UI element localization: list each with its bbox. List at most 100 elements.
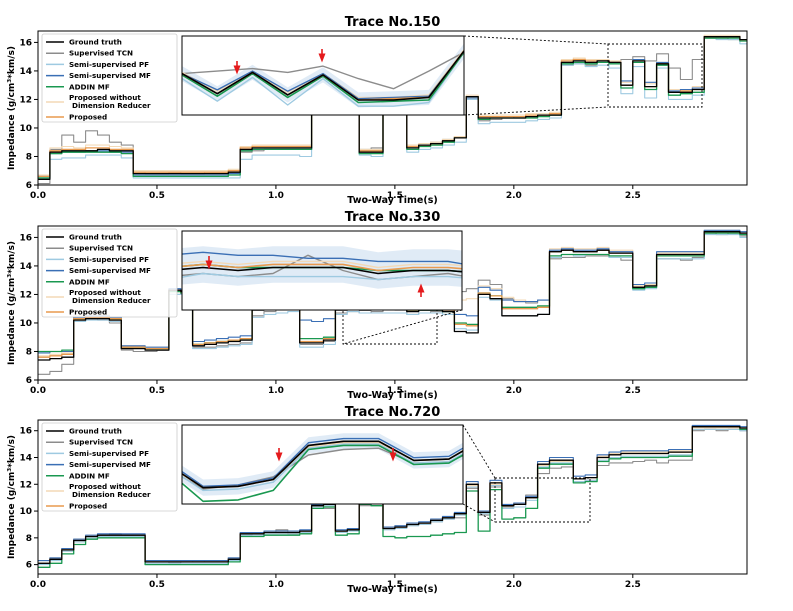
x-axis-label: Two-Way Time(s)	[347, 584, 437, 595]
legend: Ground truth Supervised TCN Semi-supervise…	[41, 228, 178, 318]
chart-title: Trace No.720	[345, 405, 441, 420]
x-tick-label: 2.0	[506, 191, 522, 201]
y-axis-label: Impedance (g/cm³*km/s)	[7, 46, 17, 170]
legend-label: Semi-supervised PF	[69, 449, 149, 458]
y-tick-label: 8	[26, 534, 32, 544]
series-line-ground-truth	[38, 426, 747, 564]
y-tick-label: 14	[19, 67, 32, 77]
series-line-semi-supervised-pf	[38, 37, 747, 179]
legend-label: ADDIN MF	[69, 471, 110, 480]
y-tick-label: 10	[19, 507, 32, 517]
zoom-connector	[463, 35, 609, 45]
legend-box	[41, 422, 178, 512]
red-arrow-head	[318, 53, 326, 63]
inset-lines	[182, 246, 462, 289]
legend-label: ADDIN MF	[69, 82, 110, 91]
inset-lines	[182, 43, 464, 108]
x-tick-label: 0.5	[149, 191, 165, 201]
y-tick-label: 8	[26, 152, 32, 162]
series-line-addin-mf	[38, 426, 747, 568]
y-axis-label: Impedance (g/cm³*km/s)	[7, 435, 17, 559]
chart-panel-2: Trace No.330 0.0 0.5 1.0 1.5 2.0 2.5 6 8 10 12 14 16…	[7, 210, 748, 401]
legend-label: Proposed without Dimension Reducer	[69, 93, 151, 110]
legend-label: Supervised TCN	[69, 49, 133, 58]
x-tick-label: 2.5	[625, 580, 641, 590]
plot-frame	[37, 225, 748, 381]
legend-label: Proposed without Dimension Reducer	[69, 482, 151, 499]
legend-label: Supervised TCN	[69, 244, 133, 253]
inset-frame	[181, 230, 463, 311]
inset-line-supervised-tcn	[182, 51, 464, 90]
inset-line-semi-supervised-mf	[182, 50, 464, 100]
x-tick-label: 2.5	[625, 191, 641, 201]
x-tick-label: 1.5	[387, 386, 403, 396]
inset-line-semi-supervised-pf	[182, 51, 464, 107]
x-tick-label: 0.5	[149, 386, 165, 396]
inset-line-semi-supervised-pf	[182, 272, 462, 281]
zoom-connector	[463, 106, 609, 116]
x-tick-label: 2.0	[506, 386, 522, 396]
legend-label: Ground truth	[69, 427, 122, 436]
chart-title: Trace No.150	[345, 15, 441, 30]
y-tick-label: 12	[19, 290, 32, 300]
x-tick-label: 0.0	[30, 386, 46, 396]
inset-line-ground-truth	[182, 266, 462, 275]
red-arrow-head	[417, 283, 425, 293]
x-tick-label: 2.0	[506, 580, 522, 590]
x-tick-label: 1.5	[387, 580, 403, 590]
legend-label: ADDIN MF	[69, 277, 110, 286]
red-arrow-head	[205, 260, 213, 270]
y-tick-label: 6	[26, 181, 32, 191]
series-lines	[38, 424, 747, 568]
zoom-box	[607, 43, 703, 108]
chart-title: Trace No.330	[345, 210, 441, 225]
plot-frame	[37, 419, 748, 575]
zoom-connector	[342, 309, 463, 345]
series-line-ground-truth	[38, 36, 747, 180]
inset-panel	[181, 230, 463, 311]
inset-frame	[181, 35, 465, 116]
chart-panel-3: Trace No.720 0.0 0.5 1.0 1.5 2.0 2.5 6 8 10 12 14 16…	[7, 405, 748, 595]
series-line-addin-mf	[38, 37, 747, 179]
x-axis-label: Two-Way Time(s)	[347, 195, 437, 206]
legend-box	[41, 33, 178, 123]
legend-label: Semi-supervised MF	[69, 266, 151, 275]
inset-panel	[181, 35, 465, 116]
legend-label: Semi-supervised PF	[69, 60, 149, 69]
legend: Ground truth Supervised TCN Semi-supervise…	[41, 33, 178, 123]
y-tick-label: 14	[19, 453, 32, 463]
y-tick-label: 16	[19, 38, 32, 48]
x-tick-label: 0.0	[30, 580, 46, 590]
red-arrow-head	[389, 452, 397, 462]
x-tick-label: 0.0	[30, 191, 46, 201]
red-arrow-head	[275, 452, 283, 462]
y-tick-label: 10	[19, 124, 32, 134]
x-tick-label: 1.0	[268, 580, 284, 590]
zoom-box	[494, 477, 591, 523]
chart-panel-1: Trace No.150 0.0 0.5 1.0 1.5 2.0 2.5 6 8 10 12 14 16…	[7, 15, 748, 206]
legend-label: Ground truth	[69, 233, 122, 242]
inset-line-ground-truth	[182, 50, 464, 101]
x-tick-label: 0.5	[149, 580, 165, 590]
x-tick-label: 1.0	[268, 386, 284, 396]
legend-label: Semi-supervised PF	[69, 255, 149, 264]
legend: Ground truth Supervised TCN Semi-supervise…	[41, 422, 178, 512]
legend-label: Proposed	[69, 113, 107, 122]
legend-label: Supervised TCN	[69, 438, 133, 447]
legend-label: Proposed	[69, 502, 107, 511]
legend-label: Proposed without Dimension Reducer	[69, 288, 151, 305]
y-tick-label: 6	[26, 376, 32, 386]
y-tick-label: 16	[19, 427, 32, 437]
zoom-box	[342, 286, 438, 345]
y-axis-label: Impedance (g/cm³*km/s)	[7, 241, 17, 365]
series-lines	[38, 34, 747, 185]
legend-label: Ground truth	[69, 38, 122, 47]
y-tick-label: 8	[26, 347, 32, 357]
x-tick-label: 1.0	[268, 191, 284, 201]
red-arrow-head	[233, 65, 241, 75]
inset-frame	[181, 424, 464, 505]
y-tick-label: 6	[26, 561, 32, 571]
y-tick-label: 16	[19, 233, 32, 243]
legend-label: Semi-supervised MF	[69, 71, 151, 80]
